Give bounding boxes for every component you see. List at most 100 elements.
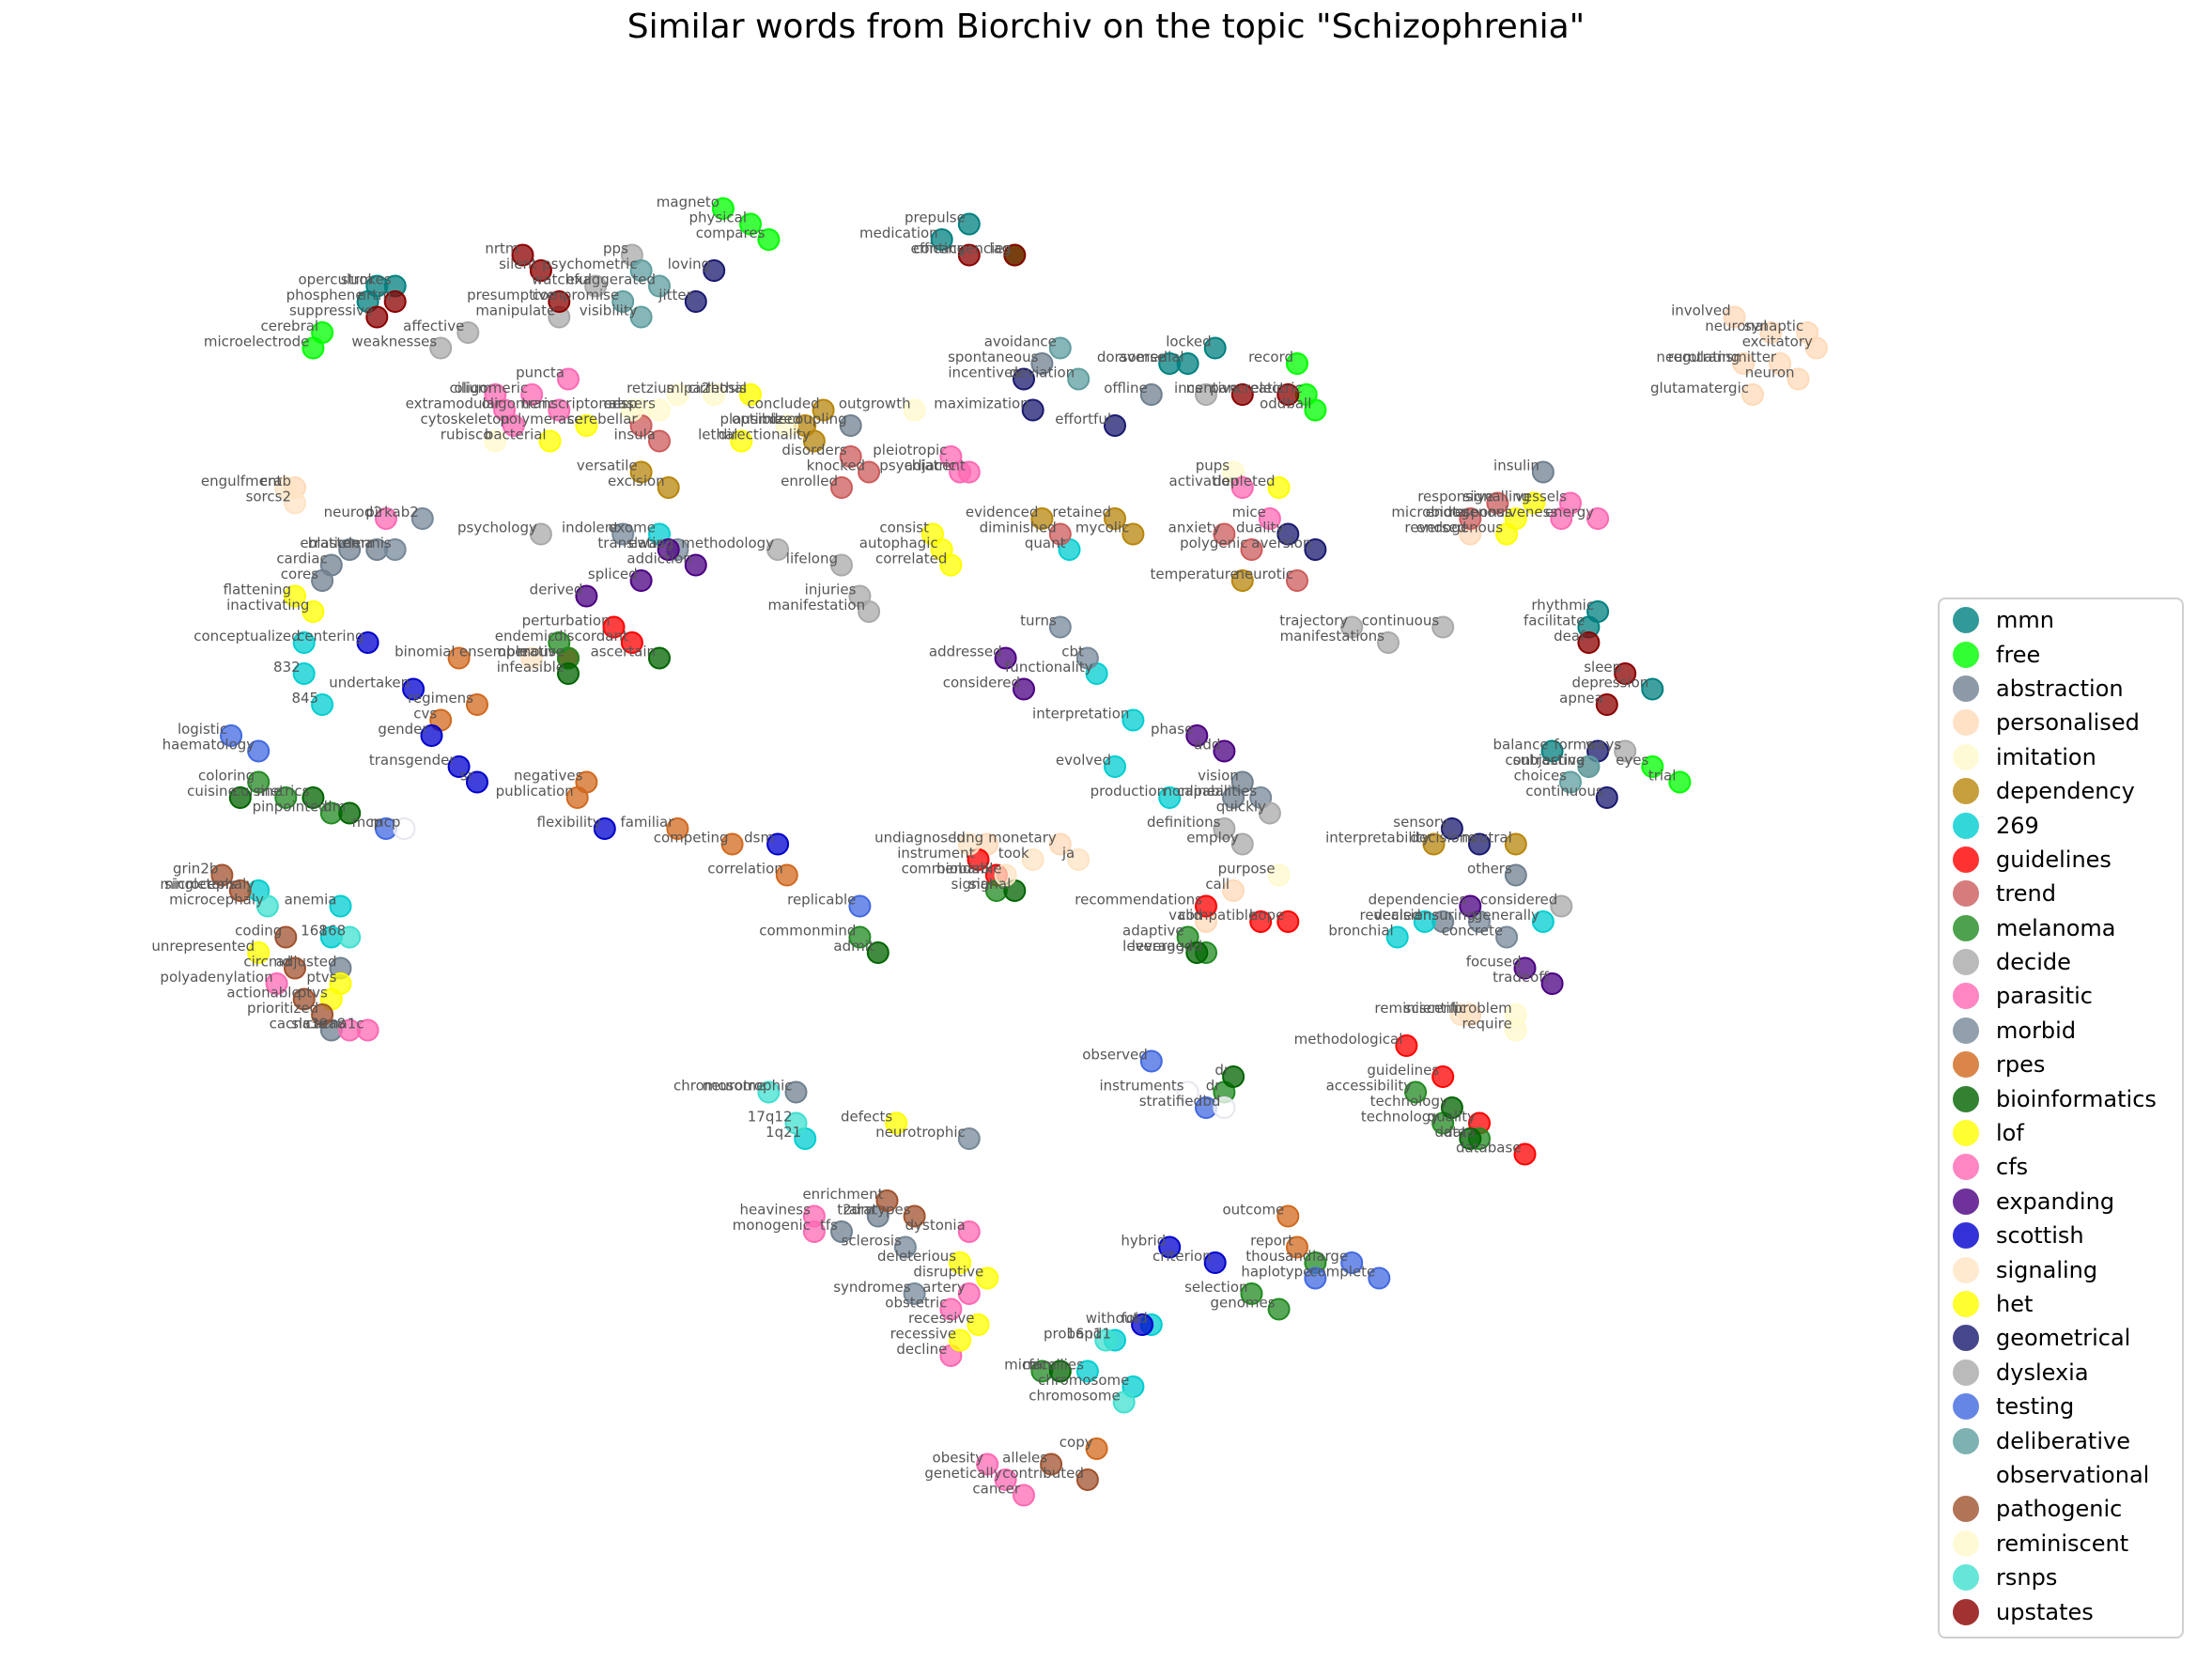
point-label-rpes-0: binomial <box>394 644 456 660</box>
point-label-signaling-7: ja <box>1061 845 1075 862</box>
scatter-point-dependency-8 <box>1230 569 1254 592</box>
point-label-lof-2: lethal <box>698 427 737 443</box>
legend-item-lof: lof <box>1953 1116 2182 1150</box>
scatter-point-morbid-9 <box>957 1127 981 1150</box>
scatter-point-269-9 <box>1121 708 1145 732</box>
point-label-signaling-0: engulfment <box>201 473 283 489</box>
scatter-point-scottish-0 <box>356 631 379 654</box>
point-label-testing-3: replicable <box>787 892 856 909</box>
legend-marker <box>1953 1222 1979 1250</box>
point-label-mmn-4: medication <box>859 225 938 241</box>
point-label-guidelines-11: database <box>1456 1140 1522 1157</box>
point-label-cfs-11: genetically <box>924 1465 1001 1482</box>
scatter-point-free-0 <box>711 197 735 220</box>
legend-label: expanding <box>1996 1188 2115 1215</box>
point-label-parasitic-11: dystonia <box>905 1217 966 1234</box>
point-label-observational-0: mcp <box>370 814 400 831</box>
point-label-lof-1: polymerase <box>500 411 582 427</box>
point-label-personalised-8: crab <box>260 473 291 489</box>
point-label-deliberative-3: visibility <box>580 303 638 319</box>
point-label-upstates-8: pancreatic <box>1210 380 1284 396</box>
point-label-abstraction-9: adjusted <box>276 954 337 971</box>
point-label-dependency-2: directionality <box>719 427 811 443</box>
scatter-point-expanding-0 <box>575 584 598 608</box>
point-label-melanoma-3: endemic <box>495 628 556 645</box>
scatter-point-imitation-8 <box>648 398 671 422</box>
scatter-point-geometrical-8 <box>1468 832 1491 856</box>
point-label-testing-0: logistic <box>178 721 227 738</box>
scatter-point-scottish-4 <box>466 770 488 794</box>
point-label-pathogenic-2: coding <box>235 923 282 940</box>
scatter-point-morbid-11 <box>903 1282 926 1305</box>
point-label-geometrical-3: maximization <box>934 396 1029 412</box>
scatter-point-free-6 <box>1286 352 1308 375</box>
legend-marker <box>1953 1598 1979 1625</box>
point-label-trend-0: cerebellar <box>567 411 639 427</box>
point-label-cfs-3: psychiatric <box>879 458 956 474</box>
point-label-free-7: electric <box>1250 380 1302 396</box>
scatter-point-decide-7 <box>858 600 881 623</box>
point-label-rpes-7: correlation <box>707 861 783 878</box>
point-label-lof-12: defects <box>841 1109 892 1126</box>
point-label-dependency-0: concluded <box>747 396 819 412</box>
point-label-signaling-3: commendable <box>902 861 1002 878</box>
scatter-point-parasitic-1 <box>520 383 544 406</box>
point-label-269-2: 845 <box>291 690 318 707</box>
legend-item-signaling: signaling <box>1953 1252 2182 1286</box>
point-label-269-19: fold <box>1121 1310 1148 1327</box>
point-label-testing-1: haematology <box>162 737 255 753</box>
legend-marker <box>1953 1359 1979 1386</box>
point-label-parasitic-14: cancer <box>972 1481 1020 1498</box>
scatter-point-personalised-5 <box>1804 336 1828 360</box>
scatter-point-rsnps-0 <box>255 894 279 918</box>
legend-label: trend <box>1996 880 2056 908</box>
point-label-guidelines-7: hope <box>1249 907 1284 924</box>
legend-item-pathogenic: pathogenic <box>1953 1492 2182 1526</box>
scatter-point-observational-1 <box>1176 1080 1199 1104</box>
point-label-269-5: 168 <box>301 923 328 940</box>
point-label-geometrical-9: forms <box>1554 737 1594 753</box>
point-label-guidelines-2: mouse <box>518 644 565 660</box>
point-label-personalised-2: synaptic <box>1744 318 1803 334</box>
scatter-point-pathogenic-7 <box>903 1204 926 1228</box>
legend-marker <box>1953 914 1979 941</box>
point-label-dependency-6: retained <box>1052 504 1111 520</box>
scatter-point-expanding-1 <box>629 569 653 592</box>
point-label-abstraction-8: nonlinear <box>1163 783 1230 800</box>
point-label-mmn-1: strokes <box>341 272 392 288</box>
scatter-point-lof-5 <box>1267 476 1291 499</box>
point-label-het-7: recessive <box>890 1326 956 1343</box>
scatter-point-269-1 <box>292 662 316 685</box>
scatter-point-het-1 <box>302 600 325 623</box>
point-label-het-6: disruptive <box>913 1264 983 1281</box>
point-label-rpes-6: competing <box>654 830 729 847</box>
point-label-rpes-5: familiar <box>620 814 674 831</box>
point-label-upstates-5: efficacy <box>911 241 966 257</box>
point-label-morbid-0: pirkab2 <box>365 504 419 520</box>
point-label-guidelines-1: discordant <box>554 628 628 645</box>
scatter-point-scottish-8 <box>1203 1251 1227 1274</box>
point-label-cfs-1: cytoskeleton <box>420 411 509 427</box>
point-label-rpes-8: outcome <box>1222 1202 1284 1219</box>
legend-marker <box>1953 1120 1979 1147</box>
point-label-abstraction-1: erratic <box>300 535 346 551</box>
point-label-personalised-7: neuron <box>1745 365 1795 381</box>
point-label-mmn-2: phosphene <box>286 287 364 303</box>
legend-marker <box>1953 1530 1979 1557</box>
scatter-point-rpes-4 <box>565 786 589 809</box>
legend-marker <box>1953 1051 1979 1079</box>
point-label-upstates-1: suppressive <box>289 303 373 319</box>
scatter-point-imitation-0 <box>703 383 726 406</box>
scatter-point-abstraction-3 <box>311 569 334 592</box>
point-label-reminiscent-1: transcriptomes <box>522 396 629 412</box>
scatter-point-morbid-4 <box>1048 615 1072 639</box>
point-label-bioinformatics-6: signal <box>969 876 1011 893</box>
scatter-point-observational-0 <box>393 817 416 840</box>
point-label-269-12: revealed <box>1360 907 1421 924</box>
point-label-signaling-2: undiagnosed <box>874 830 966 847</box>
point-label-morbid-11: syndromes <box>833 1279 911 1296</box>
point-label-parasitic-6: mice <box>1232 504 1266 520</box>
legend-label: rsnps <box>1996 1564 2058 1592</box>
scatter-point-geometrical-0 <box>703 259 726 282</box>
scatter-point-rsnps-2 <box>757 1080 781 1104</box>
